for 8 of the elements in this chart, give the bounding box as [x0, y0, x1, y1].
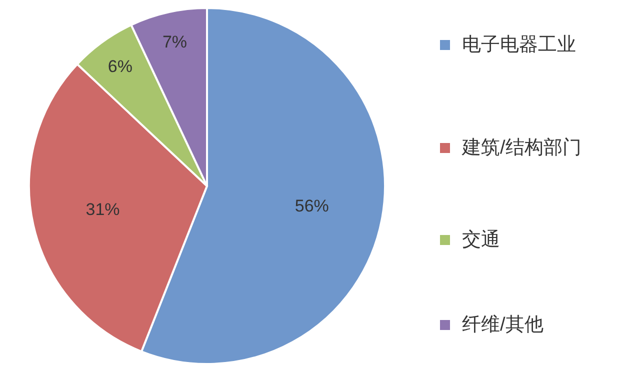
- data-label: 7%: [162, 32, 188, 52]
- legend-label: 电子电器工业: [462, 34, 576, 56]
- data-label: 56%: [294, 196, 329, 216]
- legend-label: 建筑/结构部门: [461, 136, 582, 158]
- legend-label: 纤维/其他: [462, 314, 544, 336]
- legend-label: 交通: [462, 228, 500, 250]
- data-label: 31%: [86, 200, 120, 219]
- data-label: 6%: [108, 56, 132, 76]
